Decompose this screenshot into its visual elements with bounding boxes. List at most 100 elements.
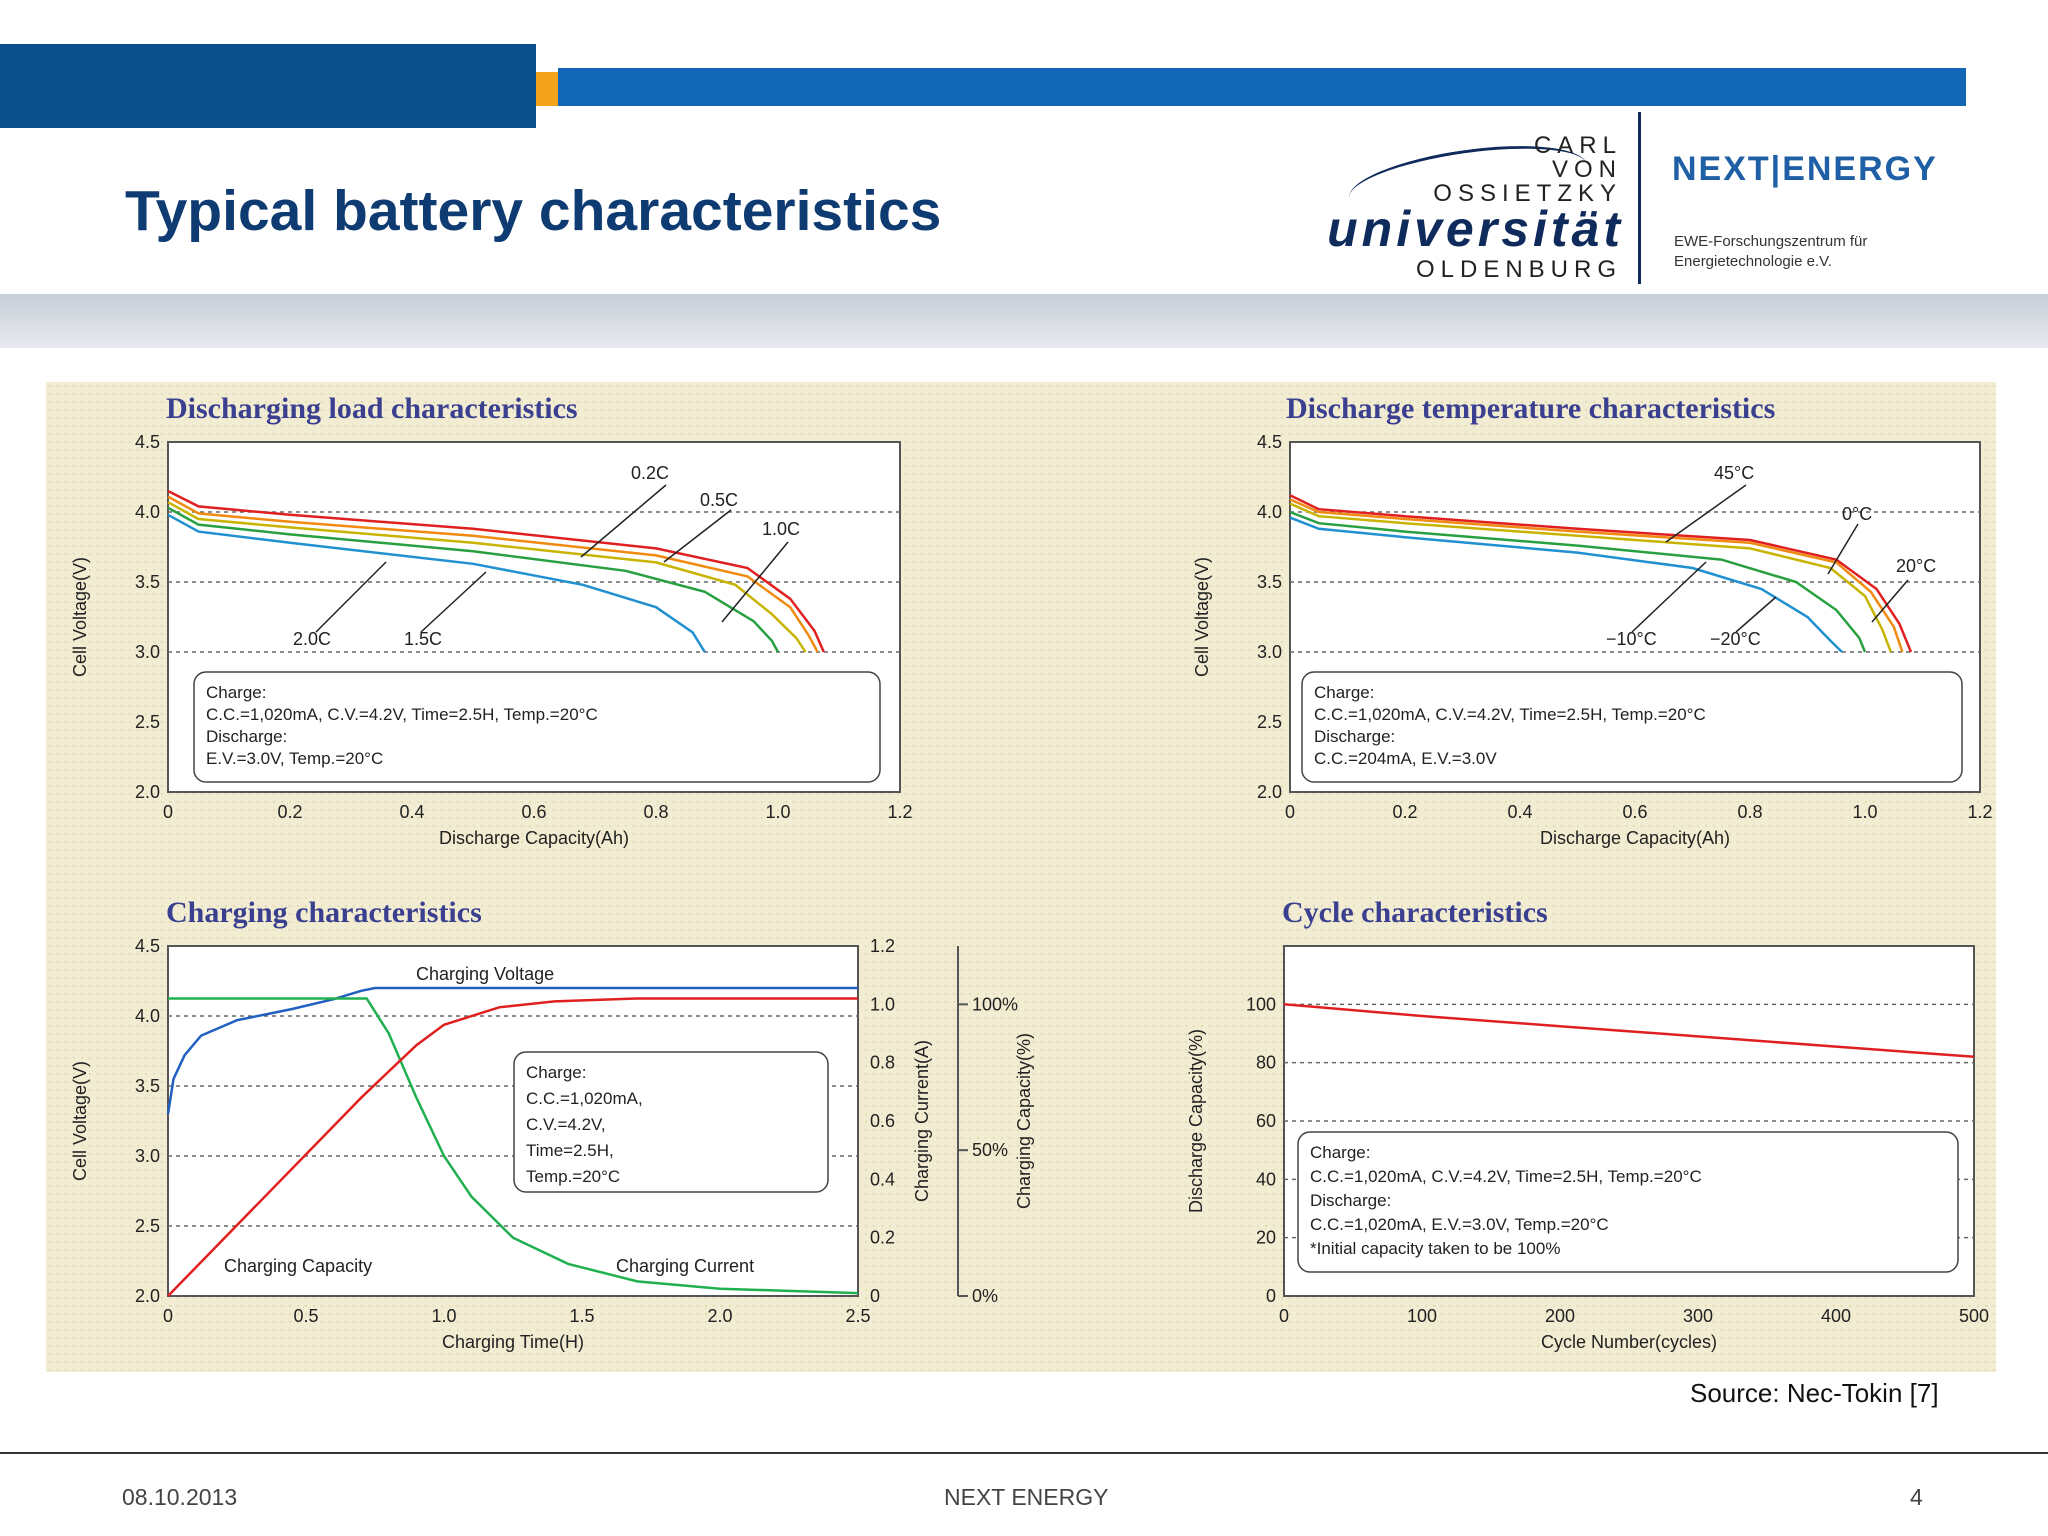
- discharge-load-series-0: [167, 489, 825, 653]
- discharge-temperature-conditions-line: Charge:: [1314, 683, 1374, 702]
- discharge-load-conditions-line: Discharge:: [206, 727, 287, 746]
- discharge-load-ytick: 2.0: [135, 782, 160, 802]
- header-grey-strip: [0, 294, 2048, 348]
- discharge-temperature-conditions-line: C.C.=1,020mA, C.V.=4.2V, Time=2.5H, Temp…: [1314, 705, 1706, 724]
- charging-conditions-line: Temp.=20°C: [526, 1167, 620, 1186]
- cycle-xtick: 0: [1279, 1306, 1289, 1326]
- cycle-xtick: 200: [1545, 1306, 1575, 1326]
- charts-figure: Discharging load characteristics 0 0.2 0.4 0…: [70, 392, 1993, 1352]
- discharge-temperature-series-label-1: 0°C: [1842, 504, 1872, 524]
- discharge-load-ytick: 4.5: [135, 432, 160, 452]
- charging-xtick: 0.5: [293, 1306, 318, 1326]
- discharge-temperature-xtick: 0.6: [1622, 802, 1647, 822]
- header-band-dark: [0, 44, 536, 128]
- discharge-load-ylabel: Cell Voltage(V): [70, 557, 90, 677]
- cycle-series-0: [1283, 1003, 1975, 1059]
- cycle-ytick: 20: [1256, 1228, 1276, 1248]
- discharge-temperature-leader-line-2: [1871, 579, 1909, 623]
- charging-ytick: 2.0: [135, 1286, 160, 1306]
- cycle-xlabel: Cycle Number(cycles): [1541, 1332, 1717, 1352]
- charging-series-2: [167, 997, 858, 1297]
- charging-y3tick: 0%: [972, 1286, 998, 1306]
- discharge-temperature-ytick: 3.0: [1257, 642, 1282, 662]
- discharge-temperature-leader-line-3: [1631, 561, 1707, 633]
- discharge-temperature-series-0: [1289, 494, 1913, 653]
- discharge-temperature-xtick: 1.2: [1967, 802, 1992, 822]
- footer-date: 08.10.2013: [122, 1484, 238, 1510]
- discharge-load-leader-line-3: [315, 561, 387, 633]
- charging-y3label: Charging Capacity(%): [1014, 1033, 1034, 1209]
- cycle-conditions-line: C.C.=1,020mA, C.V.=4.2V, Time=2.5H, Temp…: [1310, 1167, 1702, 1186]
- discharge-load-series-label-4: 1.5C: [404, 629, 442, 649]
- chart-panel: Discharging load characteristics 0 0.2 0.4 0…: [46, 382, 1996, 1372]
- charging-ylabel: Cell Voltage(V): [70, 1061, 90, 1181]
- discharge-load-xtick: 0.8: [643, 802, 668, 822]
- discharge-temperature-series-label-2: 20°C: [1896, 556, 1936, 576]
- cycle-ytick: 0: [1266, 1286, 1276, 1306]
- discharge-load-conditions-box: [193, 671, 881, 783]
- charging-xtick: 2.5: [845, 1306, 870, 1326]
- discharge-load-series-2: [167, 501, 807, 653]
- discharge-temperature-xtick: 0.8: [1737, 802, 1762, 822]
- discharge-temperature-xtick: 0.2: [1392, 802, 1417, 822]
- cycle-conditions-line: Discharge:: [1310, 1191, 1391, 1210]
- charging-title: Charging characteristics: [166, 896, 482, 929]
- cycle-conditions-line: Charge:: [1310, 1143, 1370, 1162]
- discharge-temperature-ytick: 4.0: [1257, 502, 1282, 522]
- charging-ytick: 2.5: [135, 1216, 160, 1236]
- cycle-ytick: 40: [1256, 1169, 1276, 1189]
- discharge-load-ytick: 3.0: [135, 642, 160, 662]
- discharge-temperature-series-label-0: 45°C: [1714, 463, 1754, 483]
- charging-xtick: 2.0: [707, 1306, 732, 1326]
- discharge-load-leader-line-1: [663, 509, 732, 563]
- cycle-ylabel: Discharge Capacity(%): [1186, 1029, 1206, 1213]
- discharge-load-xtick: 0.6: [521, 802, 546, 822]
- discharge-load-series-1: [167, 495, 819, 653]
- discharge-load-title: Discharging load characteristics: [166, 392, 578, 425]
- discharge-temperature-xtick: 1.0: [1852, 802, 1877, 822]
- discharge-temperature-xtick: 0: [1285, 802, 1295, 822]
- cycle-xtick: 500: [1959, 1306, 1989, 1326]
- discharge-load-xtick: 0.4: [399, 802, 424, 822]
- discharge-load-conditions-line: Charge:: [206, 683, 266, 702]
- discharge-temperature-leader-line-1: [1827, 523, 1859, 575]
- cycle-conditions-line: C.C.=1,020mA, E.V.=3.0V, Temp.=20°C: [1310, 1215, 1609, 1234]
- header-band-accent: [536, 72, 558, 106]
- cycle-xtick: 100: [1407, 1306, 1437, 1326]
- charging-ytick: 4.0: [135, 1006, 160, 1026]
- charging-series-0: [166, 986, 858, 1115]
- discharge-temperature-ytick: 4.5: [1257, 432, 1282, 452]
- charging-ytick: 3.0: [135, 1146, 160, 1166]
- charging-xtick: 0: [163, 1306, 173, 1326]
- charging-y2tick: 1.0: [870, 994, 895, 1014]
- charging-series-label-2: Charging Current: [616, 1256, 754, 1276]
- charging-xtick: 1.5: [569, 1306, 594, 1326]
- uni-city: OLDENBURG: [1415, 256, 1622, 283]
- source-note: Source: Nec-Tokin [7]: [1690, 1378, 1939, 1408]
- discharge-temperature-ylabel: Cell Voltage(V): [1192, 557, 1212, 677]
- uni-line-1: CARL: [1533, 132, 1622, 159]
- next-energy-subtitle: EWE-Forschungszentrum für Energietechnol…: [1674, 233, 1868, 270]
- charging-y2tick: 0.4: [870, 1169, 895, 1189]
- charging-conditions-line: C.C.=1,020mA,: [526, 1089, 643, 1108]
- discharge-temperature-ytick: 3.5: [1257, 572, 1282, 592]
- cycle-conditions-line: *Initial capacity taken to be 100%: [1310, 1239, 1560, 1258]
- cycle-xtick: 300: [1683, 1306, 1713, 1326]
- charging-xlabel: Charging Time(H): [442, 1332, 584, 1352]
- discharge-temperature-series-label-3: −10°C: [1606, 629, 1657, 649]
- cycle-ytick: 80: [1256, 1053, 1276, 1073]
- discharge-load-series-label-0: 0.2C: [631, 463, 669, 483]
- discharge-temperature-leader-line-0: [1665, 484, 1747, 543]
- charging-y2tick: 0: [870, 1286, 880, 1306]
- discharge-temperature-leader-line-4: [1735, 596, 1777, 633]
- discharge-load-conditions-line: E.V.=3.0V, Temp.=20°C: [206, 749, 383, 768]
- charging-y2tick: 0.6: [870, 1111, 895, 1131]
- discharge-load-leader-line-2: [721, 541, 789, 623]
- cycle-xtick: 400: [1821, 1306, 1851, 1326]
- discharge-load-xtick: 0: [163, 802, 173, 822]
- charging-conditions-line: Charge:: [526, 1063, 586, 1082]
- discharge-load-series-label-3: 2.0C: [293, 629, 331, 649]
- charging-y2label: Charging Current(A): [912, 1040, 932, 1202]
- discharge-temperature-series-3: [1289, 510, 1867, 653]
- discharge-temperature-series-label-4: −20°C: [1710, 629, 1761, 649]
